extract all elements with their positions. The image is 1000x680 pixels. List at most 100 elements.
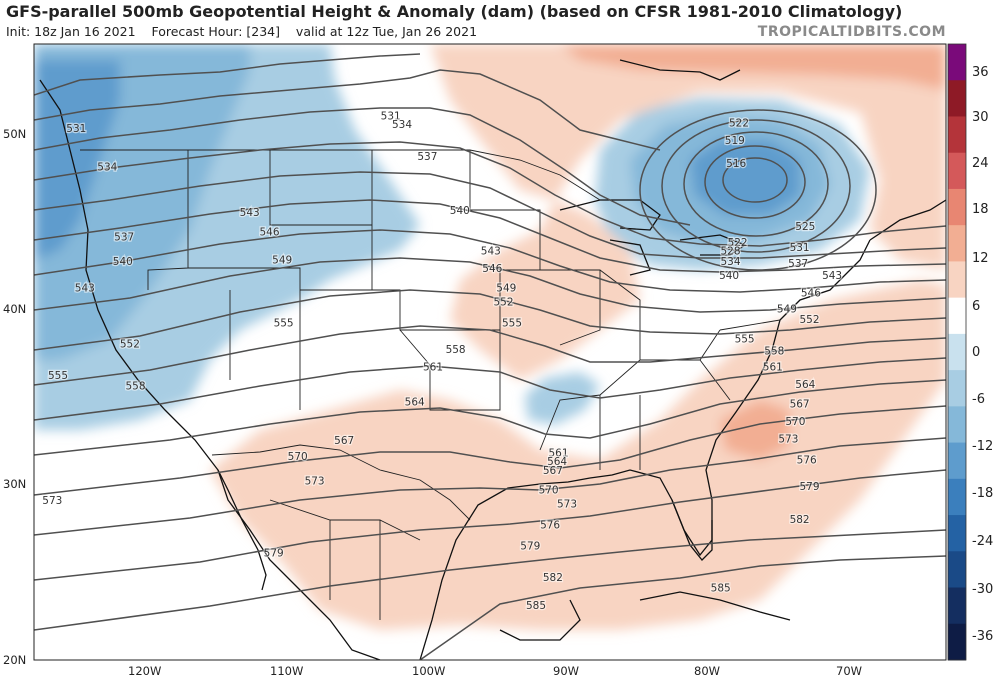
contour (34, 379, 946, 456)
colorbar-segment (948, 333, 966, 371)
colorbar-label: -30 (972, 582, 993, 597)
map-title: GFS-parallel 500mb Geopotential Height &… (6, 2, 903, 21)
contour-label: 561 (423, 361, 443, 373)
colorbar-border (947, 43, 967, 661)
lon-label: 110W (270, 664, 303, 678)
contour (34, 437, 946, 536)
contour (34, 257, 946, 313)
colorbar-segment (948, 44, 966, 81)
contour-label: 567 (790, 398, 810, 410)
contour (34, 199, 946, 273)
contour-label: 582 (543, 572, 563, 584)
contour-label: 561 (763, 361, 783, 373)
positive-anomaly-north (430, 44, 946, 200)
lat-label: 40N (3, 302, 26, 316)
contour-label: 567 (334, 435, 354, 447)
forecast-hour: Forecast Hour: [234] (151, 24, 281, 39)
colorbar-label: 0 (972, 345, 980, 360)
valid-time: valid at 12z Tue, Jan 26 2021 (295, 24, 478, 39)
contour (34, 171, 946, 259)
state-borders (80, 149, 781, 620)
contour-label: 564 (795, 379, 815, 391)
site-watermark: TROPICALTIDBITS.COM (757, 24, 946, 40)
colorbar-segment (948, 370, 966, 407)
contour-label: 555 (735, 333, 755, 345)
positive-anomaly-south (210, 280, 946, 630)
contour-label: 582 (790, 514, 810, 526)
lon-label: 120W (128, 664, 161, 678)
colorbar-segment (948, 261, 966, 299)
contour (34, 529, 946, 631)
contour-label: 573 (557, 498, 577, 510)
colorbar-label: -6 (972, 392, 985, 407)
colorbar-label: 30 (972, 110, 989, 125)
contour-label: 531 (66, 123, 86, 135)
colorbar-label: 6 (972, 299, 980, 314)
contour-label: 579 (799, 481, 819, 493)
colorbar-segment (948, 188, 966, 226)
contour (34, 405, 946, 496)
contour-label: 549 (777, 304, 797, 316)
contour-label: 567 (543, 465, 563, 477)
lon-label: 100W (412, 664, 445, 678)
height-contours (34, 53, 946, 660)
state-lines-west (147, 150, 501, 411)
colorbar-segment (948, 587, 966, 625)
contour-label: 522 (729, 118, 749, 130)
contour-label: 585 (711, 583, 731, 595)
contour-label: 543 (240, 207, 260, 219)
contour (34, 229, 946, 293)
colorbar-label: 12 (972, 251, 989, 266)
contour-label: 531 (381, 111, 401, 123)
lon-label: 80W (694, 664, 720, 678)
canada-us-border (80, 149, 601, 201)
contour-label: 543 (822, 270, 842, 282)
contour (419, 555, 946, 660)
longitude-labels: 120W 110W 100W 90W 80W 70W (128, 664, 862, 678)
contour-label: 573 (305, 476, 325, 488)
contour-label: 519 (725, 135, 745, 147)
low-contour (722, 157, 788, 203)
colorbar-labels: 36 30 24 18 12 6 0 -6 -12 -18 -24 -30 -3… (972, 65, 993, 644)
contour-label: 570 (288, 451, 308, 463)
hudson-bay (619, 59, 741, 81)
colorbar-segment (948, 551, 966, 589)
contour-label: 576 (540, 519, 560, 531)
contour-label: 537 (114, 232, 134, 244)
contour-label: 552 (493, 297, 513, 309)
low-contour (661, 119, 851, 253)
colorbar-segment (948, 80, 966, 117)
contour-label: 540 (719, 270, 739, 282)
contour-label: 543 (75, 283, 95, 295)
contour-label: 564 (547, 456, 567, 468)
contour-label: 558 (446, 344, 466, 356)
colorbar-segment (948, 406, 966, 444)
contour-label: 534 (97, 161, 117, 173)
contour-label: 573 (778, 433, 798, 445)
contour-label: 552 (799, 314, 819, 326)
contour-label: 540 (113, 256, 133, 268)
contour-label: 540 (450, 205, 470, 217)
lon-label: 90W (553, 664, 579, 678)
contour (34, 469, 946, 581)
contour-label: 579 (264, 548, 284, 560)
contour-label: 564 (405, 397, 425, 409)
contour-label: 585 (526, 600, 546, 612)
colorbar-label: -12 (972, 439, 993, 454)
contour-label: 525 (795, 221, 815, 233)
contour-label: 531 (790, 242, 810, 254)
lat-label: 50N (3, 127, 26, 141)
contour-label: 549 (496, 283, 516, 295)
contour-label: 558 (125, 381, 145, 393)
contour-label: 561 (548, 447, 568, 459)
contour-label: 546 (801, 288, 821, 300)
init-time: Init: 18z Jan 16 2021 (6, 24, 136, 39)
contour (34, 325, 946, 386)
contour-label: 579 (520, 540, 540, 552)
colorbar-label: 24 (972, 156, 989, 171)
low-contour (639, 109, 877, 271)
cuba (639, 591, 791, 621)
contour-label: 576 (797, 454, 817, 466)
contour-label: 546 (482, 263, 502, 275)
run-info: Init: 18z Jan 16 2021 Forecast Hour: [23… (6, 24, 477, 39)
